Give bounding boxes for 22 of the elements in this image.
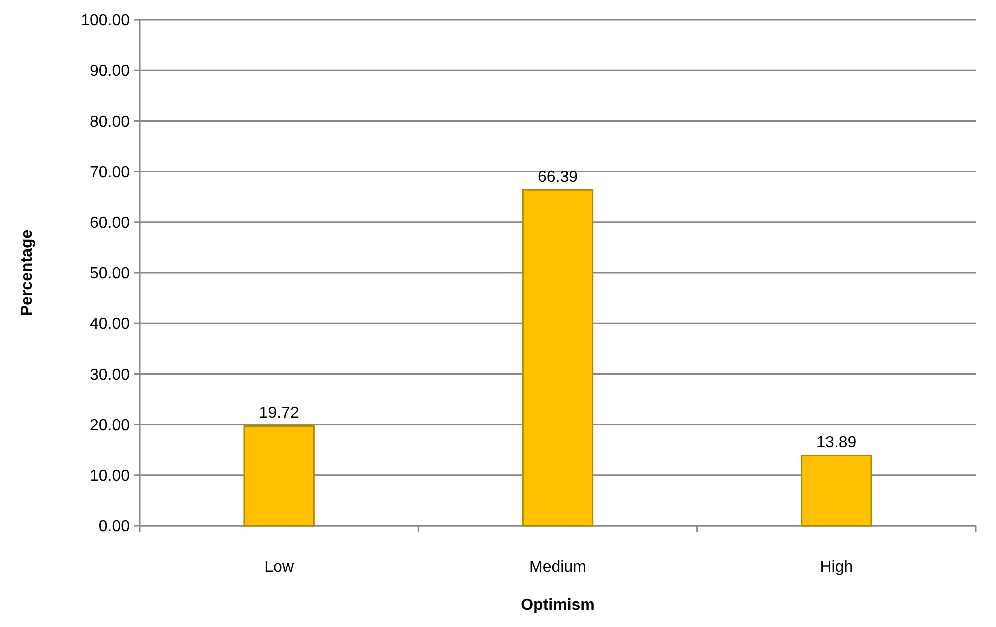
x-tick-label: Low: [264, 559, 294, 576]
bar: [801, 454, 872, 527]
data-label: 13.89: [816, 434, 857, 452]
data-label: 66.39: [538, 169, 578, 186]
y-tick-label: 60.00: [90, 215, 130, 232]
x-tick-label: High: [820, 559, 854, 576]
y-tick-label: 0.00: [98, 518, 130, 536]
y-tick-label: 30.00: [90, 366, 130, 384]
x-axis-title: Optimism: [521, 597, 595, 614]
y-tick-label: 70.00: [90, 164, 130, 182]
y-tick-label: 50.00: [90, 266, 130, 283]
y-axis-title: Percentage: [19, 230, 36, 316]
bar: [522, 189, 594, 527]
data-label: 19.72: [259, 405, 300, 422]
y-tick-label: 40.00: [90, 316, 130, 334]
y-tick-label: 10.00: [90, 468, 130, 485]
y-tick-label: 90.00: [90, 63, 130, 80]
y-tick-label: 100.00: [81, 12, 130, 30]
x-tick-label: Medium: [530, 559, 586, 576]
y-tick-label: 20.00: [90, 417, 130, 434]
y-tick-label: 80.00: [90, 114, 130, 131]
bar: [244, 425, 315, 527]
